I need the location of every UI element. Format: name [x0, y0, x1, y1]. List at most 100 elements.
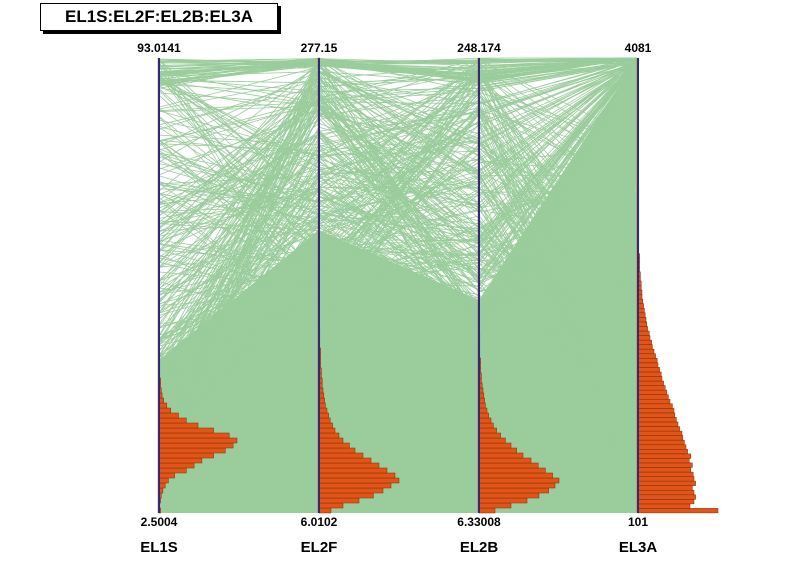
histogram-bar	[318, 497, 360, 504]
histogram-bar	[637, 362, 659, 368]
data-polyline	[158, 62, 639, 344]
data-polyline	[158, 59, 639, 323]
data-polyline	[158, 57, 639, 69]
histogram-bar	[318, 462, 380, 469]
histogram-bar	[158, 472, 175, 479]
histogram-bar	[637, 494, 696, 500]
data-polyline	[158, 58, 639, 209]
histogram-bar	[158, 407, 171, 414]
histogram-bar	[158, 442, 234, 449]
data-polyline	[158, 58, 639, 428]
data-polyline	[158, 68, 639, 431]
axis-name-label: EL2F	[301, 539, 338, 556]
histogram-bar	[318, 482, 392, 489]
data-polyline	[158, 259, 639, 461]
data-polyline	[158, 57, 639, 273]
data-polyline	[158, 63, 639, 255]
data-polyline	[158, 60, 639, 285]
data-polyline	[158, 62, 639, 313]
histogram-bar	[637, 421, 679, 427]
data-polyline	[158, 101, 639, 358]
data-polyline	[158, 59, 639, 400]
axis-min-label: 6.33008	[457, 515, 501, 529]
data-polyline	[158, 63, 639, 370]
axis-max-label: 248.174	[457, 41, 501, 55]
data-polyline	[158, 57, 639, 75]
data-polyline	[158, 161, 639, 289]
histogram-bar	[158, 467, 187, 474]
data-polyline	[158, 144, 639, 426]
histogram-bar	[637, 389, 668, 395]
data-polyline	[158, 74, 639, 492]
data-polyline	[158, 113, 639, 401]
data-polyline	[158, 63, 639, 370]
data-polyline	[158, 211, 639, 373]
histogram-bar	[637, 430, 683, 436]
histogram-bar	[637, 367, 660, 373]
data-polyline	[158, 61, 639, 423]
histogram-bar	[478, 407, 488, 414]
histogram-bar	[478, 497, 528, 504]
histogram-bar	[318, 502, 344, 509]
histogram-bar	[637, 467, 692, 473]
data-polyline	[158, 57, 639, 76]
data-polyline	[158, 58, 639, 402]
data-polyline	[158, 61, 639, 486]
histogram-bar	[158, 432, 230, 439]
data-polyline	[158, 79, 639, 422]
data-polyline	[158, 111, 639, 506]
histogram-bar	[637, 417, 677, 423]
axis-min-label: 2.5004	[141, 515, 178, 529]
histogram-bar	[318, 417, 331, 424]
histogram-bar	[637, 339, 652, 345]
data-polyline	[158, 61, 639, 440]
histogram-bar	[478, 422, 494, 429]
data-polyline	[158, 158, 639, 343]
histogram-bar	[637, 353, 656, 359]
histogram-bar	[478, 412, 489, 419]
histogram-bar	[637, 376, 663, 382]
data-polyline	[158, 58, 639, 268]
histogram-bar	[478, 482, 556, 489]
data-polyline	[158, 91, 639, 337]
data-polyline	[158, 57, 639, 416]
data-polyline	[158, 58, 639, 215]
histogram-bar	[637, 426, 680, 432]
data-polyline	[158, 60, 639, 436]
histogram-bar	[637, 326, 648, 332]
histogram-bar	[637, 358, 658, 364]
data-polyline	[158, 57, 639, 400]
histogram-bar	[158, 452, 214, 459]
data-polyline	[158, 96, 639, 421]
histogram-bar	[637, 335, 651, 341]
histogram-bar	[318, 422, 333, 429]
histogram-bar	[637, 412, 676, 418]
histogram-bar	[318, 452, 364, 459]
axis-max-label: 277.15	[301, 41, 338, 55]
histogram-bar	[478, 467, 546, 474]
histogram-bar	[318, 492, 374, 499]
histogram-bar	[318, 437, 344, 444]
data-polyline	[158, 221, 639, 430]
data-polyline	[158, 98, 639, 438]
data-polyline	[158, 63, 639, 329]
histogram-bar	[478, 417, 492, 424]
histogram-bar	[158, 447, 226, 454]
histogram-bar	[637, 380, 664, 386]
histogram-bar	[478, 462, 539, 469]
data-polyline	[158, 86, 639, 478]
data-polyline	[158, 62, 639, 245]
data-polyline	[158, 60, 639, 300]
data-polyline	[158, 297, 639, 475]
histogram-bar	[158, 412, 179, 419]
histogram-bar	[318, 487, 384, 494]
histogram-bar	[478, 452, 524, 459]
data-polyline	[158, 267, 639, 475]
histogram-bar	[637, 394, 669, 400]
histogram-bar	[478, 437, 506, 444]
data-polyline	[158, 104, 639, 508]
data-polyline	[158, 293, 639, 478]
histogram-bar	[478, 457, 532, 464]
data-polyline	[158, 260, 639, 423]
histogram-bar	[478, 427, 497, 434]
